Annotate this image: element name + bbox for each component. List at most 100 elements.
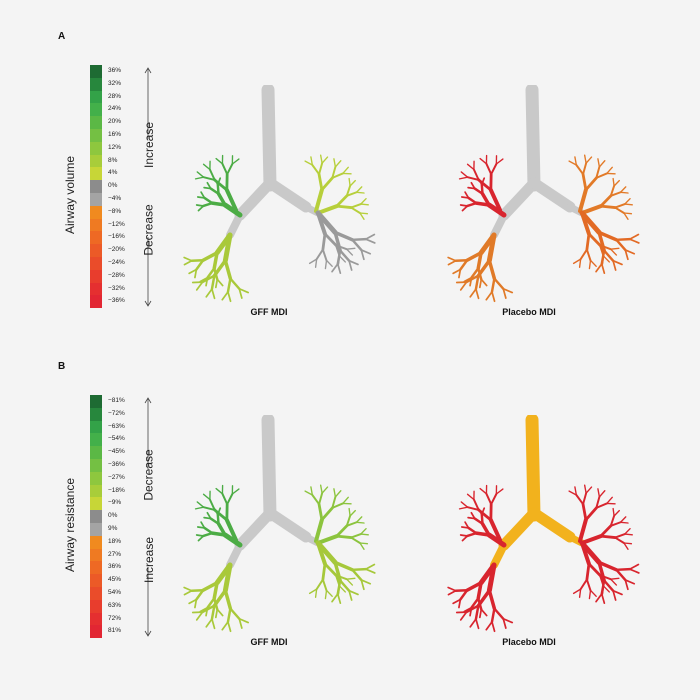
upper-right-lobe-branch	[311, 494, 321, 506]
upper-left-lobe-branch	[480, 183, 484, 195]
scale-tick-label: −32%	[108, 284, 125, 292]
scale-swatch	[90, 458, 102, 472]
scale-swatch	[90, 256, 102, 270]
lower-left-lobe-branch	[238, 287, 243, 299]
lower-right-lobe-branch	[337, 255, 341, 265]
scale-swatch	[90, 535, 102, 549]
upper-right-lobe-branch	[624, 197, 631, 205]
upper-right-lobe-branch	[614, 536, 625, 544]
upper-right-lobe-branch	[359, 542, 369, 545]
upper-left-lobe-branch	[466, 163, 475, 171]
scale-swatch	[90, 522, 102, 536]
lower-left-lobe-branch	[487, 588, 497, 611]
lower-right-lobe-branch	[337, 585, 341, 595]
lower-right-lobe-branch	[315, 248, 324, 261]
lower-right-lobe-branch	[629, 568, 640, 574]
lower-right-lobe-branch	[598, 244, 612, 251]
upper-right-lobe-branch	[582, 162, 588, 176]
decrease-label: Decrease	[142, 204, 157, 256]
lower-right-lobe-branch	[624, 579, 636, 585]
scale-swatch	[90, 586, 102, 600]
lower-left-lobe-branch	[476, 258, 492, 278]
upper-left-lobe-branch	[197, 535, 205, 542]
lower-left-lobe-branch	[491, 291, 496, 303]
lower-right-lobe-branch	[331, 592, 339, 603]
upper-left-lobe-branch	[495, 158, 504, 165]
lower-left-lobe-branch	[487, 258, 497, 281]
lower-right-lobe-branch	[348, 259, 353, 271]
lower-right-lobe-branch	[629, 238, 640, 244]
lower-left-lobe-branch	[214, 608, 219, 619]
scale-swatch	[90, 446, 102, 459]
lower-right-lobe-branch	[321, 248, 328, 262]
scale-tick-label: −36%	[108, 460, 125, 468]
upper-right-lobe-branch	[595, 502, 608, 509]
lower-right-lobe-branch	[597, 560, 619, 572]
scale-swatch	[90, 561, 102, 575]
lower-right-lobe-branch	[346, 247, 356, 250]
upper-right-lobe-branch	[595, 165, 601, 179]
scale-tick-label: −27%	[108, 473, 125, 481]
upper-right-lobe-branch	[585, 486, 593, 494]
lower-right-lobe-branch	[595, 262, 603, 273]
lower-right-lobe-branch	[585, 578, 592, 592]
lower-left-lobe-branch	[474, 604, 480, 621]
lower-right-lobe-branch	[348, 589, 353, 601]
upper-right-lobe-branch	[350, 536, 361, 544]
upper-left-lobe-branch	[467, 526, 478, 535]
upper-right-lobe-branch	[342, 166, 349, 175]
scale-swatch	[90, 77, 102, 91]
upper-left-lobe-branch	[202, 176, 216, 181]
lower-left-lobe-branch	[199, 276, 209, 283]
lower-right-lobe-branch	[351, 237, 368, 242]
upper-right-lobe-branch	[581, 502, 588, 522]
lower-right-lobe-branch	[323, 562, 338, 577]
upper-right-lobe-branch	[606, 496, 613, 505]
lower-left-lobe-branch	[463, 606, 473, 613]
lower-right-lobe-branch	[589, 259, 597, 267]
lower-right-lobe-branch	[346, 578, 354, 586]
lower-left-lobe-branch	[199, 606, 209, 613]
scale-tick-label: 9%	[108, 524, 118, 532]
upper-right-lobe-branch	[360, 197, 367, 205]
lower-left-lobe-branch	[480, 608, 488, 617]
lower-right-lobe-branch	[602, 249, 615, 262]
upper-right-lobe-branch	[583, 484, 587, 494]
lower-right-lobe-branch	[588, 259, 592, 270]
lower-left-lobe-branch	[183, 589, 193, 596]
scale-tick-label: 28%	[108, 92, 122, 100]
upper-right-lobe-branch	[613, 509, 620, 517]
placebo-lung-airway-tree	[447, 85, 640, 303]
upper-left-lobe-branch	[479, 157, 488, 165]
upper-right-lobe-branch	[623, 212, 629, 220]
upper-left-lobe-branch	[195, 204, 205, 207]
upper-left-lobe-branch	[226, 493, 234, 506]
upper-right-lobe-branch	[595, 172, 608, 179]
upper-right-lobe-branch	[595, 495, 601, 509]
upper-left-lobe-branch	[466, 506, 480, 511]
upper-left-lobe-branch	[467, 516, 476, 520]
upper-right-lobe-branch	[350, 206, 361, 214]
lower-right-lobe-branch	[597, 230, 619, 242]
lower-left-lobe-branch	[238, 287, 250, 294]
upper-right-lobe-branch	[624, 527, 631, 535]
lower-left-lobe-branch	[474, 274, 480, 291]
lower-left-lobe-branch	[221, 621, 229, 631]
lower-right-lobe-branch	[333, 230, 342, 253]
upper-left-lobe-branch	[486, 532, 507, 548]
lower-left-lobe-branch	[485, 291, 493, 301]
upper-right-lobe-branch	[619, 521, 629, 524]
upper-right-lobe-branch	[320, 176, 334, 192]
lower-right-lobe-branch	[597, 230, 606, 253]
lower-left-lobe-branch	[205, 618, 213, 628]
upper-left-lobe-branch	[458, 176, 469, 180]
lower-left-lobe-branch	[201, 251, 219, 263]
upper-right-lobe-branch	[578, 187, 588, 213]
upper-right-lobe-branch	[334, 490, 342, 498]
upper-left-lobe-branch	[208, 168, 216, 181]
lower-left-lobe-branch	[469, 288, 477, 298]
upper-right-lobe-branch	[321, 486, 329, 494]
upper-right-lobe-branch	[575, 164, 585, 176]
upper-right-lobe-branch	[349, 179, 356, 187]
scale-tick-labels: −81% −72% −63% −54% −45% −36% −27% −18% −9% 0% 9% 1…	[108, 395, 125, 638]
